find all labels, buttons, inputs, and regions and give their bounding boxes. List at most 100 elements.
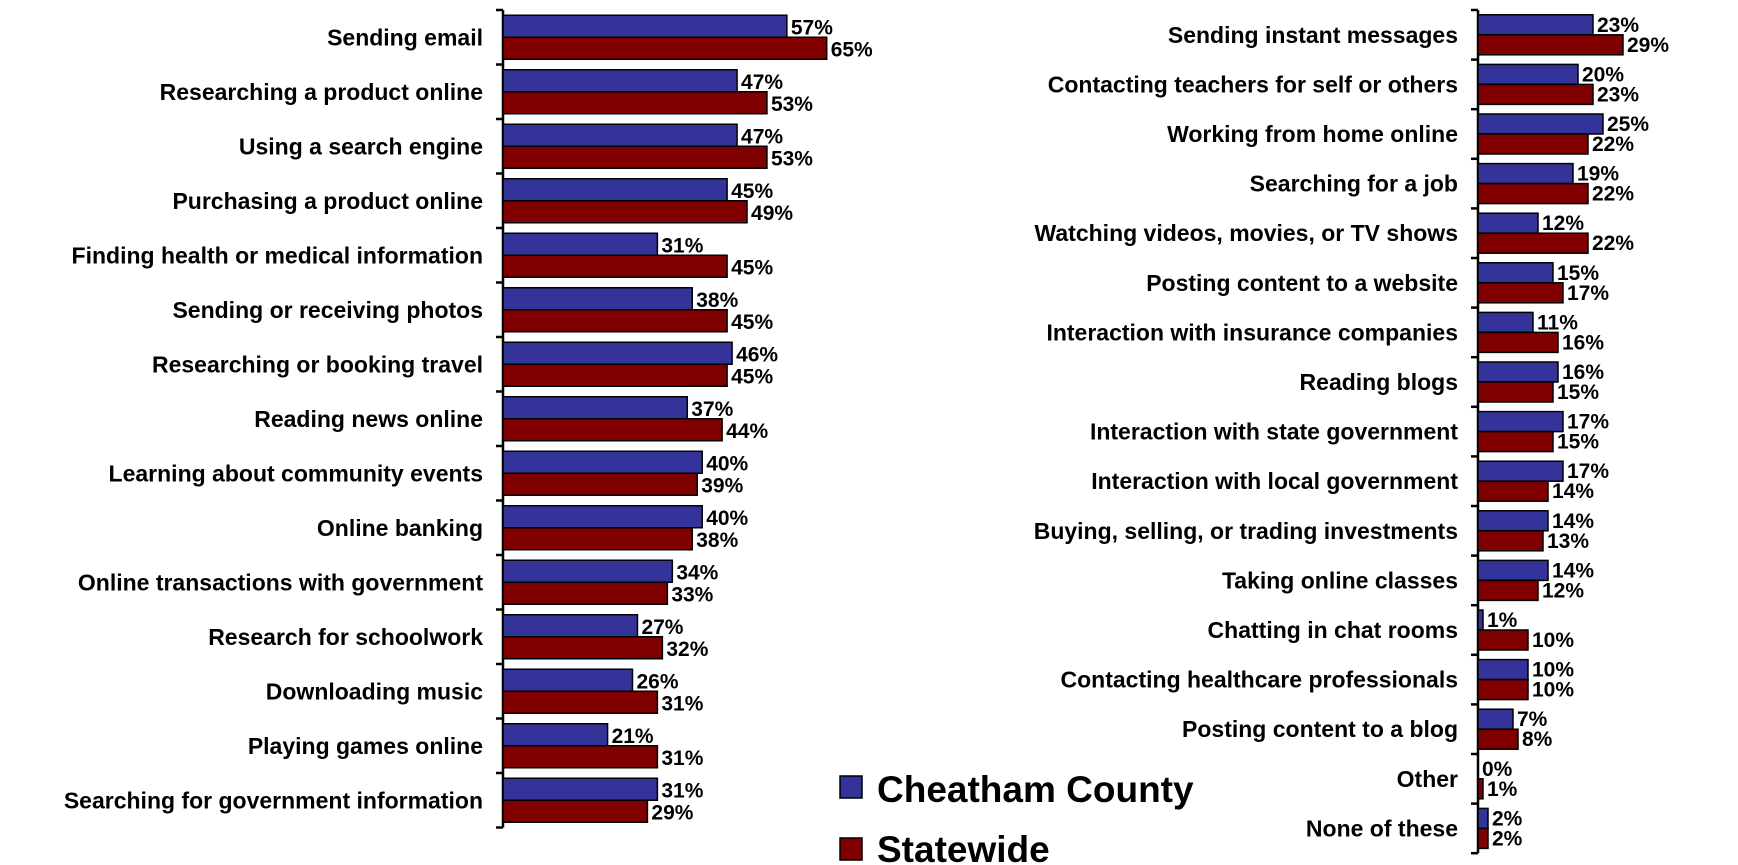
bar-statewide-playing-games-online: [502, 745, 659, 769]
data-label-cheatham-county-none-of-these: 2%: [1492, 807, 1523, 830]
bar-statewide-searching-for-government-information: [502, 799, 649, 823]
category-label-online-banking: Online banking: [317, 515, 483, 541]
data-label-statewide-online-transactions-with-government: 33%: [671, 583, 713, 606]
data-label-statewide-online-banking: 38%: [696, 529, 738, 552]
bar-statewide-online-banking: [502, 527, 693, 551]
data-label-cheatham-county-chatting-in-chat-rooms: 1%: [1487, 609, 1518, 632]
data-label-cheatham-county-working-from-home-online: 25%: [1607, 113, 1649, 136]
bar-statewide-other: [1477, 778, 1484, 800]
bar-cheatham-county-researching-or-booking-travel: [502, 341, 733, 365]
bar-cheatham-county-sending-email: [502, 14, 788, 38]
category-label-learning-about-community-events: Learning about community events: [109, 460, 483, 486]
data-label-statewide-buying-selling-or-trading-investments: 13%: [1547, 530, 1589, 553]
data-label-statewide-reading-blogs: 15%: [1557, 381, 1599, 404]
bar-cheatham-county-searching-for-a-job: [1477, 162, 1574, 185]
data-label-statewide-searching-for-government-information: 29%: [651, 801, 693, 824]
data-label-cheatham-county-playing-games-online: 21%: [612, 725, 654, 748]
bar-statewide-sending-or-receiving-photos: [502, 309, 728, 333]
data-label-cheatham-county-taking-online-classes: 14%: [1552, 559, 1594, 582]
data-label-cheatham-county-research-for-schoolwork: 27%: [641, 616, 683, 639]
data-label-cheatham-county-posting-content-to-a-website: 15%: [1557, 262, 1599, 285]
data-label-statewide-interaction-with-insurance-companies: 16%: [1562, 331, 1604, 354]
data-label-statewide-contacting-healthcare-professionals: 10%: [1532, 679, 1574, 702]
data-label-cheatham-county-watching-videos-movies-or-tv-shows: 12%: [1542, 212, 1584, 235]
data-label-cheatham-county-finding-health-or-medical-information: 31%: [661, 234, 703, 257]
data-label-statewide-finding-health-or-medical-information: 45%: [731, 256, 773, 279]
data-label-statewide-chatting-in-chat-rooms: 10%: [1532, 629, 1574, 652]
data-label-cheatham-county-reading-blogs: 16%: [1562, 361, 1604, 384]
bar-cheatham-county-working-from-home-online: [1477, 113, 1604, 135]
legend-swatch-statewide: [839, 837, 863, 861]
category-label-purchasing-a-product-online: Purchasing a product online: [172, 188, 483, 214]
bar-cheatham-county-interaction-with-insurance-companies: [1477, 311, 1534, 334]
bar-cheatham-county-contacting-teachers-for-self-or-others: [1477, 63, 1579, 86]
bar-cheatham-county-posting-content-to-a-website: [1477, 262, 1554, 284]
data-label-statewide-reading-news-online: 44%: [726, 420, 768, 443]
bar-cheatham-county-downloading-music: [502, 668, 634, 692]
bar-statewide-interaction-with-insurance-companies: [1477, 331, 1559, 354]
category-label-buying-selling-or-trading-investments: Buying, selling, or trading investments: [1034, 518, 1458, 544]
category-label-using-a-search-engine: Using a search engine: [239, 133, 483, 159]
category-label-searching-for-a-job: Searching for a job: [1250, 171, 1458, 197]
category-label-playing-games-online: Playing games online: [248, 733, 483, 759]
category-label-watching-videos-movies-or-tv-shows: Watching videos, movies, or TV shows: [1035, 220, 1458, 246]
bar-statewide-learning-about-community-events: [502, 472, 698, 496]
bar-statewide-online-transactions-with-government: [502, 581, 669, 605]
category-label-researching-or-booking-travel: Researching or booking travel: [152, 351, 483, 377]
data-label-cheatham-county-other: 0%: [1482, 758, 1513, 781]
data-label-cheatham-county-contacting-healthcare-professionals: 10%: [1532, 659, 1574, 682]
bar-cheatham-county-chatting-in-chat-rooms: [1477, 609, 1484, 631]
category-label-interaction-with-insurance-companies: Interaction with insurance companies: [1046, 319, 1458, 345]
data-label-statewide-working-from-home-online: 22%: [1592, 133, 1634, 156]
data-label-statewide-researching-a-product-online: 53%: [771, 93, 813, 116]
legend-swatch-cheatham-county: [839, 775, 863, 799]
data-label-cheatham-county-posting-content-to-a-blog: 7%: [1517, 708, 1548, 731]
left-chart-panel: Sending email 57%65% Researching a product…: [64, 8, 873, 829]
category-label-other: Other: [1397, 766, 1458, 792]
bar-cheatham-county-purchasing-a-product-online: [502, 178, 728, 202]
bar-cheatham-county-buying-selling-or-trading-investments: [1477, 510, 1549, 532]
data-label-statewide-interaction-with-local-government: 14%: [1552, 480, 1594, 503]
bar-statewide-sending-email: [502, 36, 828, 60]
category-label-sending-or-receiving-photos: Sending or receiving photos: [172, 297, 483, 323]
data-label-statewide-researching-or-booking-travel: 45%: [731, 365, 773, 388]
bar-cheatham-county-sending-instant-messages: [1477, 14, 1594, 36]
category-label-finding-health-or-medical-information: Finding health or medical information: [72, 242, 483, 268]
bar-cheatham-county-contacting-healthcare-professionals: [1477, 658, 1529, 681]
category-label-interaction-with-local-government: Interaction with local government: [1091, 468, 1458, 494]
data-label-statewide-purchasing-a-product-online: 49%: [751, 202, 793, 225]
data-label-statewide-interaction-with-state-government: 15%: [1557, 431, 1599, 454]
data-label-statewide-downloading-music: 31%: [661, 692, 703, 715]
bar-cheatham-county-using-a-search-engine: [502, 123, 738, 147]
bar-statewide-posting-content-to-a-website: [1477, 282, 1564, 304]
data-label-cheatham-county-searching-for-government-information: 31%: [661, 779, 703, 802]
legend-label-statewide: Statewide: [877, 829, 1050, 865]
bar-cheatham-county-reading-blogs: [1477, 361, 1559, 383]
bar-cheatham-county-sending-or-receiving-photos: [502, 287, 693, 311]
data-label-statewide-searching-for-a-job: 22%: [1592, 183, 1634, 206]
bar-statewide-researching-or-booking-travel: [502, 363, 728, 387]
data-label-statewide-other: 1%: [1487, 778, 1518, 801]
data-label-statewide-posting-content-to-a-blog: 8%: [1522, 728, 1553, 751]
category-label-research-for-schoolwork: Research for schoolwork: [208, 624, 483, 650]
category-label-interaction-with-state-government: Interaction with state government: [1090, 419, 1458, 445]
data-label-cheatham-county-buying-selling-or-trading-investments: 14%: [1552, 510, 1594, 533]
bar-cheatham-county-posting-content-to-a-blog: [1477, 708, 1514, 730]
bar-statewide-purchasing-a-product-online: [502, 200, 748, 224]
data-label-cheatham-county-sending-or-receiving-photos: 38%: [696, 289, 738, 312]
category-label-sending-instant-messages: Sending instant messages: [1168, 22, 1458, 48]
legend-label-cheatham-county: Cheatham County: [877, 769, 1194, 810]
data-label-statewide-watching-videos-movies-or-tv-shows: 22%: [1592, 232, 1634, 255]
bar-cheatham-county-playing-games-online: [502, 723, 609, 747]
bar-cheatham-county-research-for-schoolwork: [502, 614, 639, 638]
bar-statewide-none-of-these: [1477, 827, 1489, 850]
bar-statewide-reading-news-online: [502, 418, 723, 442]
bar-statewide-contacting-teachers-for-self-or-others: [1477, 83, 1594, 106]
data-label-statewide-learning-about-community-events: 39%: [701, 474, 743, 497]
data-label-cheatham-county-downloading-music: 26%: [636, 670, 678, 693]
bar-statewide-chatting-in-chat-rooms: [1477, 629, 1529, 651]
bar-cheatham-county-finding-health-or-medical-information: [502, 232, 659, 256]
bar-statewide-interaction-with-local-government: [1477, 480, 1549, 502]
category-label-reading-blogs: Reading blogs: [1300, 369, 1458, 395]
bar-cheatham-county-interaction-with-local-government: [1477, 460, 1564, 482]
